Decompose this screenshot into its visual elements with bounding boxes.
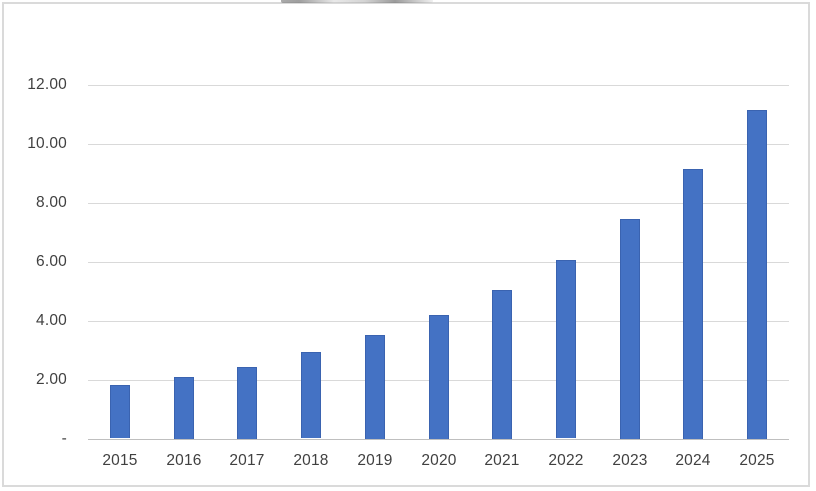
y-axis-tick-label: 10.00 (27, 135, 67, 152)
y-axis-tick-label: 12.00 (27, 76, 67, 93)
bar-2024 (683, 169, 703, 439)
x-axis-tick-label: 2018 (293, 452, 329, 469)
y-axis-tick-label: 8.00 (36, 194, 67, 211)
bar-2022 (556, 260, 576, 438)
x-axis-tick-label: 2024 (675, 452, 711, 469)
cropped-title-remnant (281, 0, 433, 3)
y-axis-tick-label: - (61, 430, 67, 447)
gridline (88, 144, 789, 145)
bar-2018 (301, 352, 321, 438)
x-axis-tick-label: 2017 (229, 452, 265, 469)
x-axis-tick-label: 2016 (166, 452, 202, 469)
bar-2019 (365, 335, 385, 439)
x-axis-tick-label: 2022 (548, 452, 584, 469)
y-axis-tick-label: 4.00 (36, 312, 67, 329)
x-axis-tick-label: 2015 (102, 452, 138, 469)
x-axis-tick-label: 2023 (612, 452, 648, 469)
bar-2023 (620, 219, 640, 439)
chart-frame (2, 2, 810, 487)
x-axis-line (88, 439, 789, 440)
bar-2025 (747, 110, 767, 439)
bar-2015 (110, 385, 130, 438)
x-axis-tick-label: 2021 (484, 452, 520, 469)
x-axis-tick-label: 2020 (421, 452, 457, 469)
x-axis-tick-label: 2019 (357, 452, 393, 469)
gridline (88, 203, 789, 204)
bar-2020 (429, 315, 449, 439)
gridline (88, 85, 789, 86)
bar-2016 (174, 377, 194, 439)
bar-2017 (237, 367, 257, 439)
y-axis-tick-label: 2.00 (36, 371, 67, 388)
bar-2021 (492, 290, 512, 439)
x-axis-tick-label: 2025 (739, 452, 775, 469)
gridline (88, 262, 789, 263)
y-axis-tick-label: 6.00 (36, 253, 67, 270)
